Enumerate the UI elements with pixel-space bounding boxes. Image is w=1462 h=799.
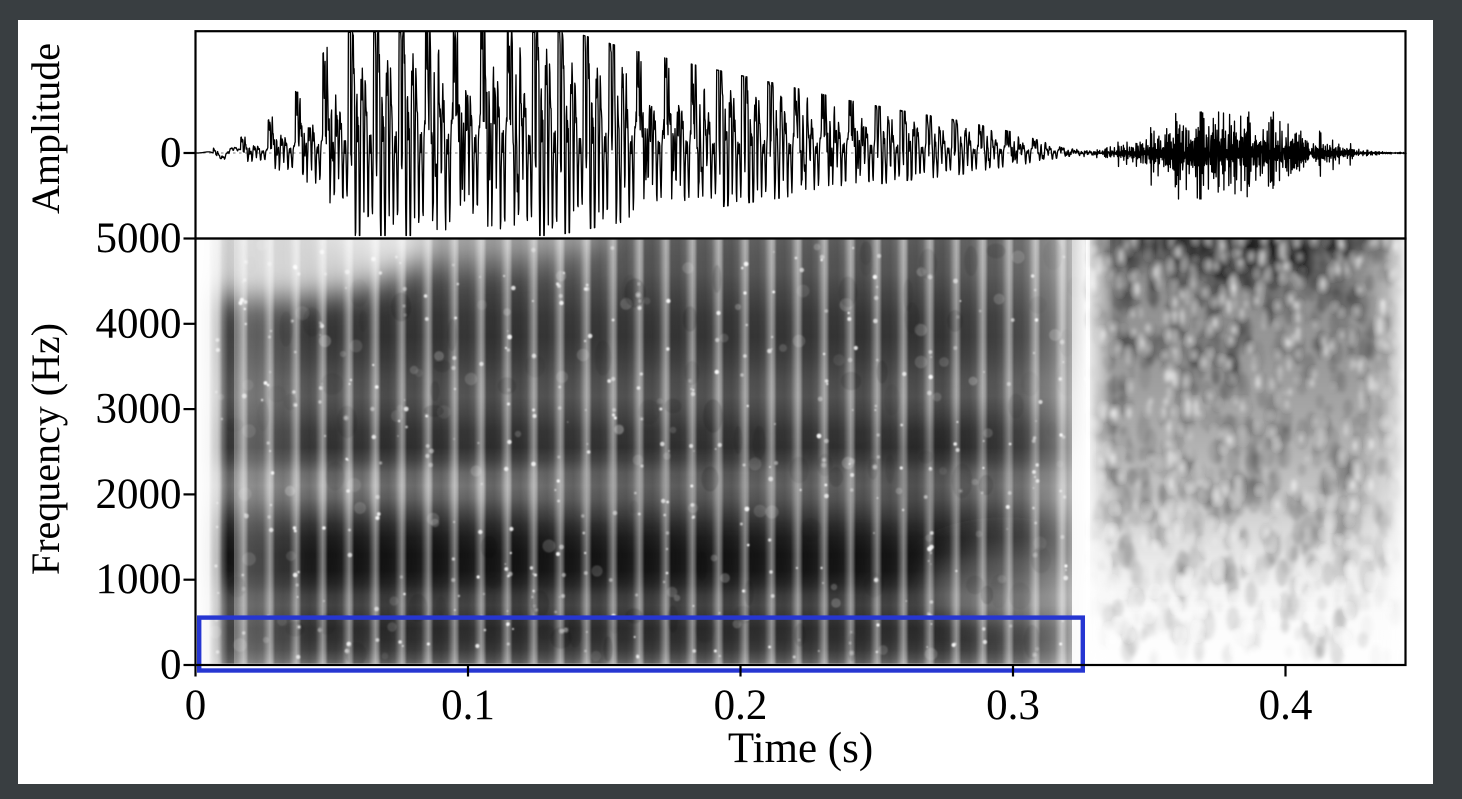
svg-text:2000: 2000 — [96, 471, 182, 518]
svg-text:0: 0 — [160, 130, 182, 177]
svg-text:Frequency (Hz): Frequency (Hz) — [23, 323, 68, 575]
svg-text:3000: 3000 — [96, 386, 182, 433]
svg-text:0: 0 — [185, 682, 207, 729]
svg-text:0.4: 0.4 — [1259, 682, 1313, 729]
svg-text:Time (s): Time (s) — [728, 725, 873, 772]
svg-text:0.3: 0.3 — [986, 682, 1040, 729]
svg-text:0: 0 — [160, 642, 182, 689]
svg-text:0.2: 0.2 — [714, 682, 768, 729]
svg-text:4000: 4000 — [96, 300, 182, 347]
svg-text:5000: 5000 — [96, 215, 182, 262]
svg-text:0.1: 0.1 — [441, 682, 495, 729]
svg-text:1000: 1000 — [96, 556, 182, 603]
svg-text:Amplitude: Amplitude — [23, 43, 68, 214]
